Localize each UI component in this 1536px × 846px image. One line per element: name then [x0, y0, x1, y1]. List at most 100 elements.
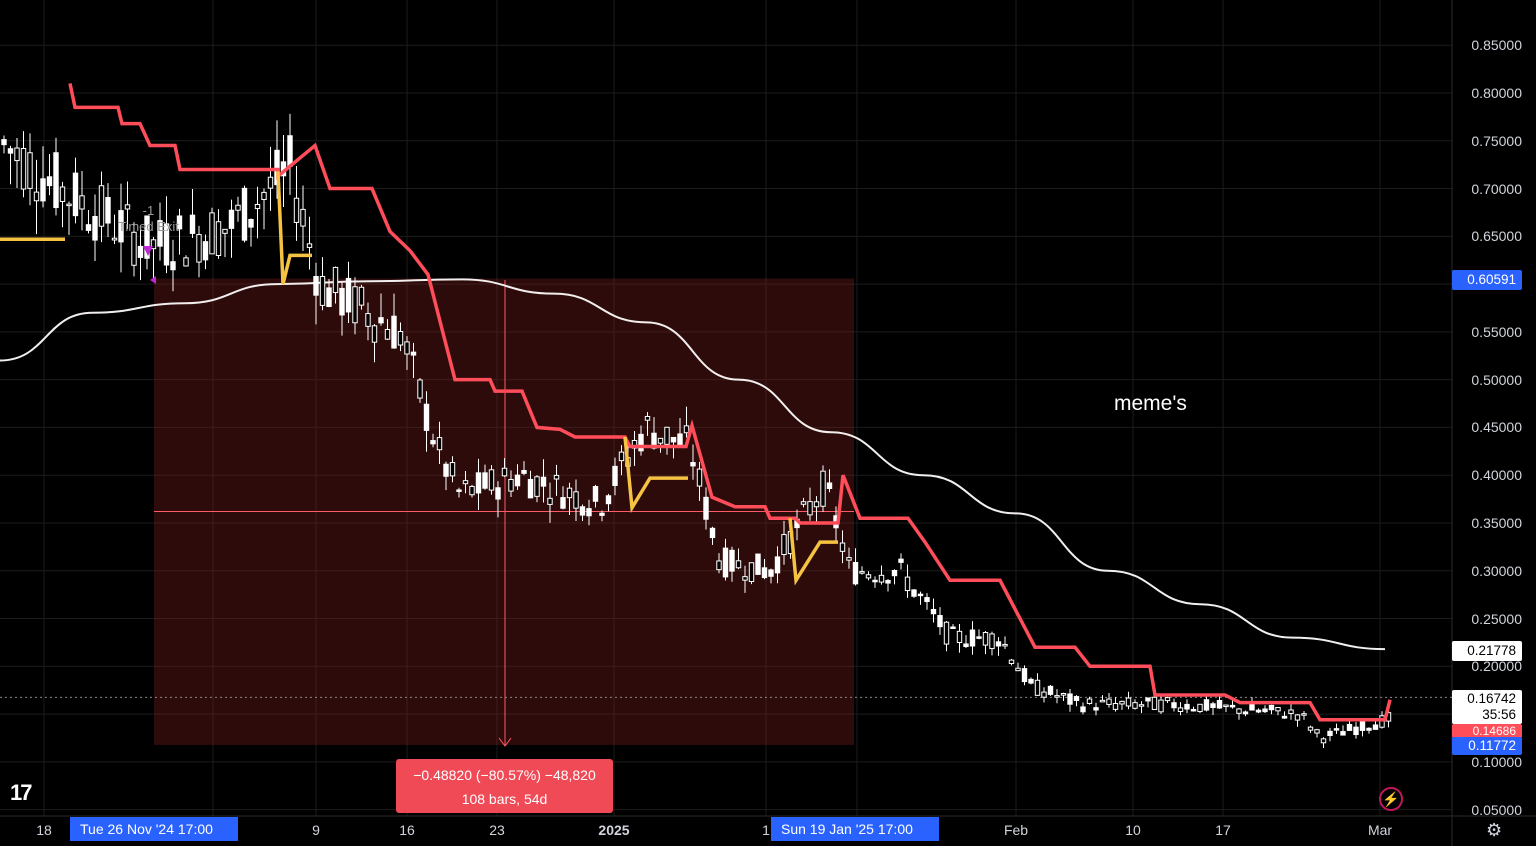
candle-body [189, 214, 196, 234]
candle-body [1262, 708, 1268, 713]
candle-body [839, 542, 846, 552]
box-bottom-price-tag: 0.11772 [1452, 737, 1522, 755]
candle-body [1288, 709, 1294, 714]
ma-price-tag: 0.21778 [1452, 641, 1522, 661]
candle-body [196, 234, 202, 263]
price-axis-tick: 0.35000 [1471, 514, 1522, 531]
gear-icon[interactable]: ⚙ [1486, 820, 1503, 840]
candle-body [469, 485, 475, 496]
candle-body [878, 574, 885, 583]
candle-body [820, 470, 826, 507]
candle-body [976, 636, 982, 639]
candle-body [1047, 685, 1054, 695]
candle-body [846, 557, 852, 561]
price-axis-tick: 0.40000 [1471, 467, 1522, 484]
candle-body [209, 212, 215, 255]
candle-body [1184, 703, 1190, 710]
candle-body [1223, 704, 1229, 708]
candle-body [586, 508, 592, 517]
bar-countdown: 35:56 [1482, 707, 1516, 722]
crosshair-time-label-start: Tue 26 Nov '24 17:00 [70, 817, 238, 841]
candle-body [1119, 700, 1125, 705]
time-axis-tick: 9 [312, 822, 320, 838]
candle-body [7, 148, 14, 154]
candle-body [1327, 730, 1333, 737]
candle-body [339, 287, 345, 316]
exit-marker-icon [143, 246, 153, 256]
candle-body [254, 203, 261, 210]
candle-body [735, 560, 742, 569]
tradingview-logo-icon[interactable]: 17 [10, 780, 33, 805]
candle-body [670, 436, 677, 443]
candle-body [1171, 702, 1177, 709]
candle-body [826, 482, 833, 489]
timed-exit-text: Timed Exit [118, 219, 179, 234]
text-annotation[interactable]: meme's [1114, 392, 1187, 415]
candle-body [865, 574, 872, 579]
candle-body [1236, 708, 1242, 714]
candle-body [358, 286, 365, 306]
candle-body [605, 495, 612, 505]
supertrend-neutral-line [276, 171, 312, 285]
candle-body [1197, 703, 1203, 713]
current-price: 0.16742 [1467, 691, 1516, 706]
price-axis-tick: 0.05000 [1471, 801, 1522, 818]
candle-body [891, 569, 898, 577]
candle-body [1034, 679, 1041, 696]
candle-body [1177, 707, 1184, 712]
candle-body [579, 506, 586, 516]
candle-body [527, 478, 534, 499]
candle-body [872, 579, 878, 583]
candle-body [540, 476, 547, 487]
candle-body [677, 433, 683, 446]
candle-body [755, 553, 761, 575]
candle-body [378, 317, 384, 324]
candle-body [1333, 728, 1340, 731]
time-axis-tick: Mar [1367, 822, 1393, 838]
candle-body [20, 147, 27, 190]
candle-body [989, 633, 995, 650]
candle-body [781, 534, 787, 556]
candle-body [131, 231, 137, 266]
candle-body [1164, 697, 1171, 702]
candle-body [1229, 704, 1236, 708]
candle-body [85, 224, 92, 231]
lightning-icon[interactable]: ⚡ [1379, 787, 1403, 811]
candle-body [72, 172, 79, 217]
candle-body [157, 220, 163, 247]
candle-body [696, 468, 703, 487]
candle-body [930, 608, 937, 615]
candle-body [807, 501, 813, 516]
price-axis-tick: 0.85000 [1471, 37, 1522, 54]
measurement-duration: 108 bars, 54d [461, 791, 548, 807]
candle-body [566, 487, 573, 499]
candle-body [1054, 695, 1060, 698]
candle-body [163, 223, 170, 266]
timed-exit-label: -1 Timed Exit [118, 203, 179, 235]
supertrend-price-tag: 0.14686 [1452, 724, 1522, 738]
candle-body [326, 287, 332, 308]
candle-body [969, 629, 976, 647]
candle-body [852, 562, 859, 585]
candle-body [66, 203, 72, 207]
candle-body [53, 152, 59, 209]
candle-body [40, 178, 46, 202]
candle-body [404, 341, 410, 355]
candle-body [1093, 707, 1099, 711]
candle-body [1041, 691, 1047, 698]
candle-body [417, 379, 423, 399]
price-axis-tick: 0.70000 [1471, 180, 1522, 197]
time-axis-tick: 2025 [598, 822, 630, 838]
candle-body [287, 135, 293, 167]
candle-body [638, 433, 644, 452]
candle-body [33, 191, 40, 202]
candle-body [1008, 659, 1015, 665]
candle-body [391, 315, 397, 349]
candle-body [1340, 731, 1346, 736]
candle-body [1210, 703, 1216, 709]
candle-body [183, 257, 189, 267]
candle-body [560, 497, 566, 509]
candle-body [118, 210, 124, 243]
candle-body [508, 478, 514, 492]
